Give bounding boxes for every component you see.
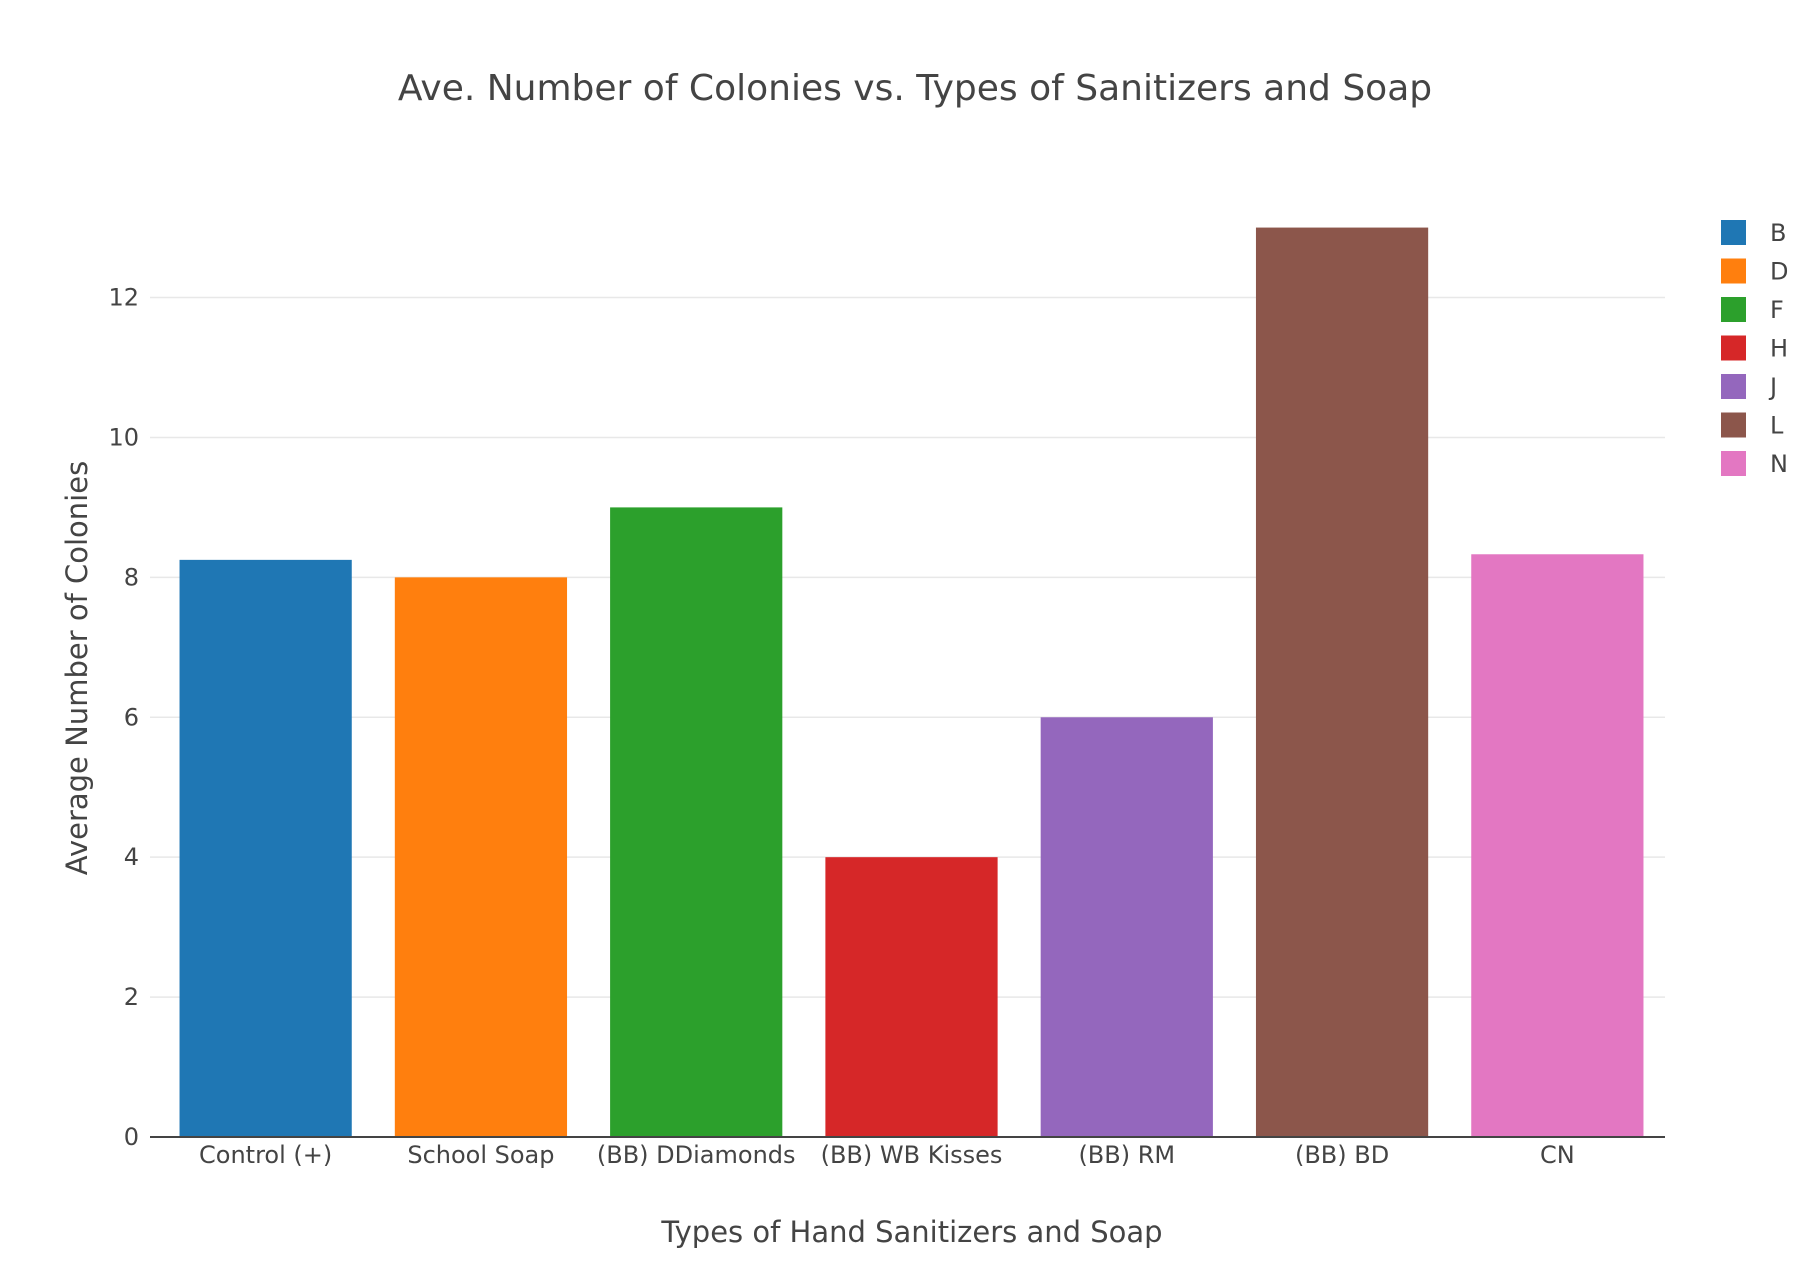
bar-B: [179, 559, 352, 1137]
legend-swatch-H: [1721, 335, 1746, 361]
x-tick-label: Control (+): [199, 1141, 332, 1169]
legend-swatch-L: [1721, 412, 1746, 438]
legend-swatch-D: [1721, 258, 1746, 284]
legend-label-N: N: [1770, 450, 1788, 478]
x-tick-labels: Control (+) School Soap (BB) DDiamonds (BB)…: [199, 1141, 1575, 1169]
x-tick-label: (BB) BD: [1295, 1141, 1389, 1169]
legend-label-J: J: [1768, 373, 1777, 401]
y-tick-labels: 0 2 4 6 8 10 12: [108, 284, 139, 1151]
y-tick-label: 10: [108, 423, 139, 451]
x-tick-label: CN: [1540, 1141, 1575, 1169]
x-tick-label: (BB) DDiamonds: [597, 1141, 796, 1169]
legend-swatch-B: [1721, 220, 1746, 245]
y-tick-label: 12: [108, 284, 139, 312]
legend-label-H: H: [1770, 335, 1788, 363]
legend-swatch-N: [1721, 451, 1746, 476]
bar-F: [610, 507, 783, 1137]
bar-L: [1255, 227, 1429, 1137]
legend-swatch-F: [1721, 297, 1746, 322]
x-axis-title: Types of Hand Sanitizers and Soap: [660, 1215, 1162, 1249]
x-tick-label: (BB) RM: [1078, 1141, 1175, 1169]
y-tick-label: 6: [124, 703, 139, 731]
bars: [179, 227, 1644, 1137]
bar-D: [394, 577, 568, 1137]
bar-N: [1471, 554, 1644, 1137]
bar-H: [825, 857, 998, 1137]
y-tick-label: 0: [124, 1123, 139, 1151]
bar-J: [1040, 717, 1213, 1137]
legend-label-B: B: [1770, 219, 1786, 247]
legend-swatch-J: [1721, 374, 1746, 399]
y-tick-label: 4: [124, 843, 139, 871]
legend-label-F: F: [1770, 296, 1784, 324]
chart-title: Ave. Number of Colonies vs. Types of San…: [398, 68, 1432, 109]
x-tick-label: School Soap: [407, 1141, 554, 1169]
y-tick-label: 2: [124, 983, 139, 1011]
legend-label-D: D: [1770, 258, 1788, 286]
x-tick-label: (BB) WB Kisses: [821, 1141, 1003, 1169]
y-tick-label: 8: [124, 563, 139, 591]
y-axis-title: Average Number of Colonies: [60, 461, 94, 875]
legend-label-L: L: [1770, 412, 1784, 440]
